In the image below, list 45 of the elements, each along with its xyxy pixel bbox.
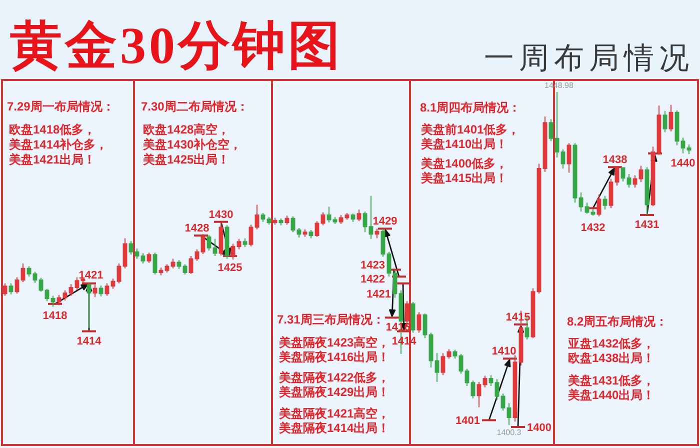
annotation: 1400	[527, 422, 552, 434]
annotation: 1400.3	[496, 428, 522, 437]
annotation: 1423	[360, 260, 385, 272]
annotation: 美盘1414补仓多，	[8, 137, 108, 152]
annotation: 1430	[208, 208, 234, 221]
annotation: 8.2周五布局情况：	[567, 314, 668, 328]
annotation: 7.31周三布局情况：	[277, 312, 384, 326]
annotation: 美盘1400低多，	[420, 156, 508, 170]
annotation: 1425	[218, 262, 242, 274]
annotation: 美盘隔夜1423高空，	[278, 335, 390, 350]
annotation: 1418	[42, 310, 68, 322]
annotation: 1410	[492, 346, 516, 358]
annotation: 美盘1415出局！	[420, 170, 508, 185]
chart-title: 黄金30分钟图	[10, 18, 343, 75]
annotation: 美盘1410出局！	[420, 136, 508, 151]
annotation: 美盘前1401低多，	[420, 122, 520, 136]
annotation: 1428	[184, 222, 210, 235]
annotation: 7.30周二布局情况：	[141, 99, 248, 114]
annotation: 1432	[580, 222, 606, 234]
annotation: 美盘1430补仓空，	[142, 137, 242, 152]
annotation: 亚盘1432低多，	[567, 336, 655, 350]
annotation: 1421	[366, 288, 391, 300]
annotation: 1414	[76, 335, 102, 348]
annotation: 美盘隔夜1429出局！	[278, 384, 390, 399]
annotation: 1401	[456, 415, 480, 428]
annotation: 1440	[670, 157, 696, 170]
annotation: 1429	[372, 216, 398, 228]
annotation: 美盘1431低多，	[567, 373, 655, 388]
annotation: 欧盘1428高空，	[143, 122, 230, 136]
annotation: 美盘1421出局！	[8, 152, 96, 166]
annotation: 1438	[602, 154, 628, 166]
annotation: 美盘隔夜1421高空，	[278, 406, 390, 420]
annotation: 欧盘1438出局！	[568, 350, 655, 365]
annotation: 美盘隔夜1416出局！	[278, 350, 390, 364]
annotation: 欧盘1418低多，	[9, 122, 96, 136]
annotation: 1431	[634, 218, 660, 231]
annotation: 美盘1440出局！	[567, 388, 655, 402]
chart-subtitle: 一周布局情况	[484, 42, 694, 75]
annotation: 7.29周一布局情况：	[7, 99, 114, 114]
annotation: 美盘隔夜1422低多，	[278, 370, 390, 384]
annotation: 美盘1425出局！	[142, 152, 230, 166]
annotation: 美盘隔夜1414出局！	[278, 420, 390, 435]
annotation: 1422	[360, 274, 385, 286]
annotation: 1421	[78, 269, 104, 282]
annotation: 8.1周四布局情况：	[420, 100, 521, 114]
